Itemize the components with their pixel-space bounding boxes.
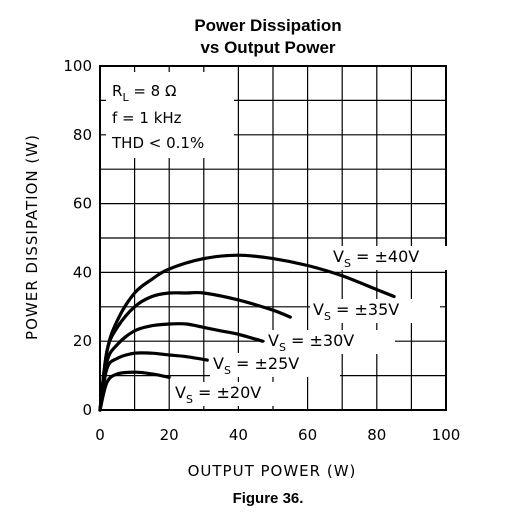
x-tick-labels: 0 20 40 60 80 100: [95, 426, 460, 444]
annotation-rl: RL = 8 Ω: [112, 82, 176, 104]
annotation-thd: THD < 0.1%: [111, 134, 204, 152]
y-tick-label: 40: [73, 263, 92, 281]
y-tick-label: 100: [63, 57, 92, 75]
y-axis-label: POWER DISSIPATION (W): [23, 134, 41, 340]
series-label-4: VS = ±20V: [175, 383, 261, 406]
y-tick-labels: 0 20 40 60 80 100: [63, 57, 92, 419]
plot-frame: [99, 65, 447, 411]
series-label-background: [310, 299, 440, 323]
series-line-0: [98, 253, 396, 412]
x-axis-label: OUTPUT POWER (W): [188, 462, 357, 480]
x-tick-label: 20: [160, 426, 179, 444]
y-tick-label: 20: [73, 332, 92, 350]
x-tick-label: 80: [367, 426, 386, 444]
series-line-4: [98, 370, 171, 412]
series-line-3: [98, 351, 209, 412]
figure-caption: Figure 36.: [233, 490, 304, 507]
grid: [100, 66, 446, 410]
x-tick-label: 0: [95, 426, 105, 444]
y-tick-label: 80: [73, 126, 92, 144]
series-label-background: [172, 382, 302, 406]
series-lines: [98, 253, 396, 412]
series-label-1: VS = ±35V: [313, 300, 399, 323]
annotation-box: [106, 72, 234, 158]
annotation-frequency: f = 1 kHz: [112, 109, 182, 127]
series-label-2: VS = ±30V: [268, 331, 354, 354]
x-tick-label: 40: [229, 426, 248, 444]
chart-title-line-1: Power Dissipation: [194, 16, 341, 35]
series-label-0: VS = ±40V: [333, 247, 419, 270]
series-line-1: [98, 290, 292, 412]
series-label-background: [265, 330, 395, 354]
plot-border: [99, 65, 447, 411]
chart-title-line-2: vs Output Power: [200, 38, 335, 57]
y-tick-label: 60: [73, 195, 92, 213]
y-tick-label: 0: [82, 401, 92, 419]
x-tick-label: 60: [298, 426, 317, 444]
series-label-background: [210, 353, 340, 377]
x-tick-label: 100: [432, 426, 461, 444]
series-label-background: [330, 246, 460, 270]
series-line-2: [98, 322, 265, 412]
series-label-3: VS = ±25V: [213, 354, 299, 377]
